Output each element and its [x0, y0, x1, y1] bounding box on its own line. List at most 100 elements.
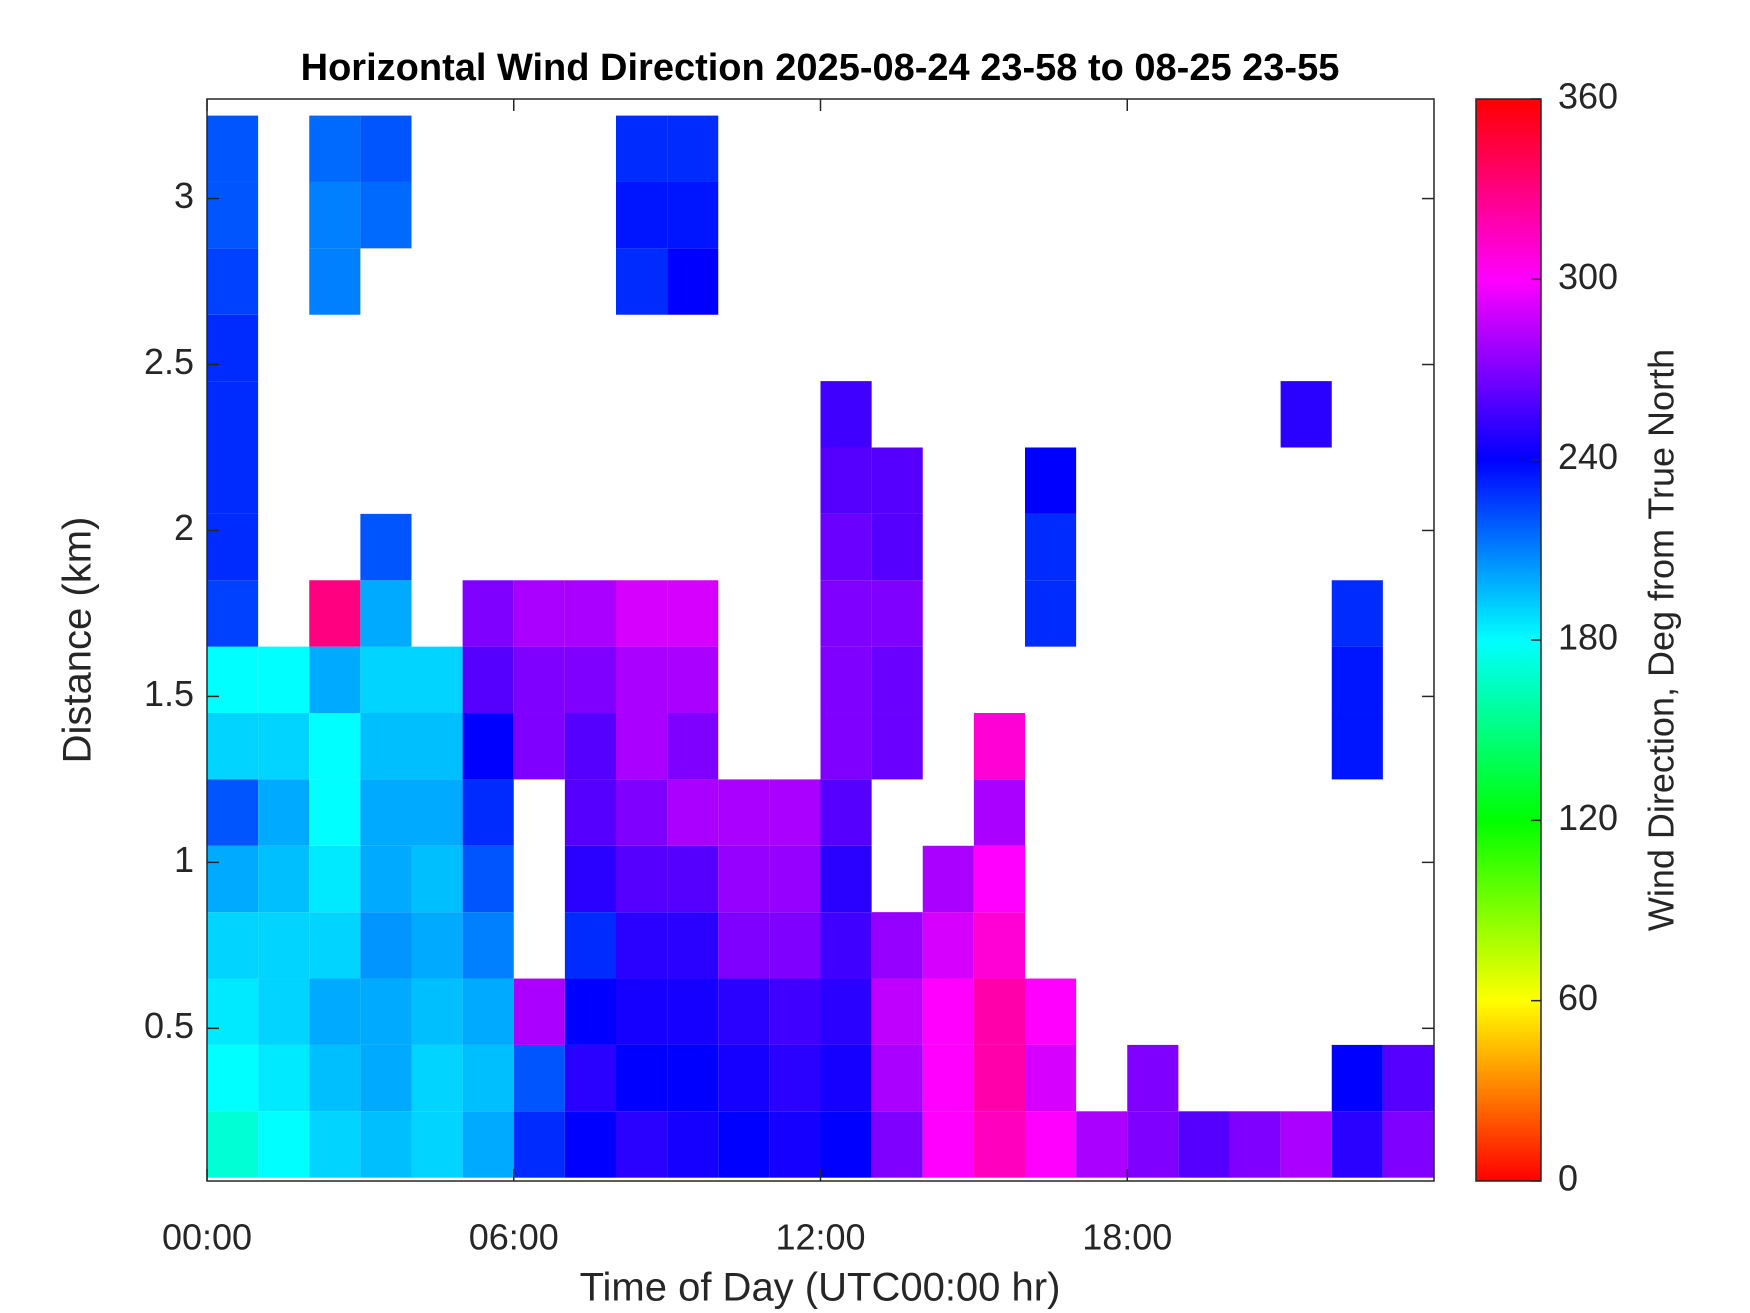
heat-cell	[718, 845, 770, 913]
heat-cell	[616, 580, 668, 647]
heat-cell	[616, 912, 668, 979]
heat-cell	[616, 978, 668, 1045]
heat-cell	[258, 1111, 310, 1178]
colorbar-tick-label: 60	[1558, 977, 1598, 1018]
colorbar-tick-label: 300	[1558, 256, 1618, 297]
colorbar-tick-label: 120	[1558, 797, 1618, 838]
heat-cell	[973, 779, 1025, 846]
y-axis-label: Distance (km)	[56, 517, 100, 764]
heat-cell	[309, 115, 361, 182]
heat-cell	[820, 646, 872, 714]
heat-cell	[616, 115, 668, 182]
heat-cell	[207, 978, 259, 1045]
x-axis-label: Time of Day (UTC00:00 hr)	[580, 1266, 1061, 1310]
heat-cell	[564, 1044, 616, 1112]
x-tick-label: 18:00	[1082, 1217, 1172, 1258]
heat-cell	[207, 115, 259, 182]
heat-cell	[309, 1111, 361, 1178]
heat-cell	[564, 646, 616, 714]
heat-cell	[207, 912, 259, 979]
heat-cell	[462, 1111, 514, 1178]
heat-cell	[616, 646, 668, 714]
heat-cell	[513, 646, 565, 714]
heat-cell	[258, 646, 310, 714]
heat-cell	[207, 513, 259, 581]
heat-cell	[871, 447, 923, 514]
heat-cell	[309, 912, 361, 979]
heat-cell	[360, 845, 412, 913]
heat-cell	[207, 646, 259, 714]
heat-cell	[871, 1111, 923, 1178]
heat-cell	[309, 779, 361, 846]
heat-cell	[462, 1044, 514, 1112]
heat-cell	[922, 1044, 974, 1112]
heat-cell	[1331, 1044, 1383, 1112]
heat-cell	[1280, 381, 1332, 448]
heat-cell	[820, 1111, 872, 1178]
heat-cell	[564, 978, 616, 1045]
heat-cell	[871, 912, 923, 979]
heat-cell	[769, 779, 821, 846]
heat-cell	[820, 580, 872, 647]
heat-cell	[769, 912, 821, 979]
heat-cell	[871, 513, 923, 581]
heat-cell	[667, 115, 719, 182]
y-tick-label: 1.5	[144, 673, 194, 714]
heat-cell	[207, 1111, 259, 1178]
heat-cell	[462, 912, 514, 979]
heat-cell	[411, 713, 463, 780]
heat-cell	[718, 978, 770, 1045]
heat-cell	[1076, 1111, 1128, 1178]
heat-cell	[616, 713, 668, 780]
heat-cell	[207, 580, 259, 647]
heat-cell	[564, 912, 616, 979]
heat-cell	[462, 713, 514, 780]
x-tick-label: 12:00	[775, 1217, 865, 1258]
heat-cell	[207, 181, 259, 249]
colorbar-tick-label: 360	[1558, 76, 1618, 117]
heat-cell	[1127, 1111, 1179, 1178]
heat-cell	[360, 115, 412, 182]
heat-cell	[258, 779, 310, 846]
heat-cell	[667, 912, 719, 979]
heat-cell	[820, 912, 872, 979]
heat-cell	[462, 779, 514, 846]
heat-cell	[922, 978, 974, 1045]
heat-cell	[513, 978, 565, 1045]
y-tick-label: 2.5	[144, 341, 194, 382]
heat-cell	[1025, 447, 1077, 514]
heat-cell	[207, 845, 259, 913]
heat-cell	[360, 713, 412, 780]
heat-cell	[667, 1044, 719, 1112]
x-tick-label: 00:00	[162, 1217, 252, 1258]
heat-cell	[411, 912, 463, 979]
heat-cell	[360, 978, 412, 1045]
colorbar-tick-label: 240	[1558, 436, 1618, 477]
heat-cell	[1025, 978, 1077, 1045]
heat-cell	[462, 845, 514, 913]
heat-cell	[718, 1111, 770, 1178]
heat-cell	[667, 713, 719, 780]
heat-cell	[820, 845, 872, 913]
heat-cell	[309, 978, 361, 1045]
heat-cell	[973, 713, 1025, 780]
heat-cell	[309, 1044, 361, 1112]
heat-cell	[973, 912, 1025, 979]
heat-cell	[513, 1111, 565, 1178]
heat-cell	[667, 978, 719, 1045]
heat-cell	[667, 181, 719, 249]
colorbar	[1475, 98, 1542, 1182]
heat-cell	[667, 1111, 719, 1178]
heat-cell	[973, 845, 1025, 913]
heat-cell	[769, 978, 821, 1045]
heat-cell	[820, 1044, 872, 1112]
y-tick-label: 1	[174, 839, 194, 880]
heat-cell	[462, 978, 514, 1045]
heat-cell	[1331, 646, 1383, 714]
heat-cell	[207, 381, 259, 448]
heat-cell	[360, 181, 412, 249]
heat-cell	[1331, 580, 1383, 647]
heat-cell	[1127, 1044, 1179, 1112]
heat-cell	[1025, 580, 1077, 647]
